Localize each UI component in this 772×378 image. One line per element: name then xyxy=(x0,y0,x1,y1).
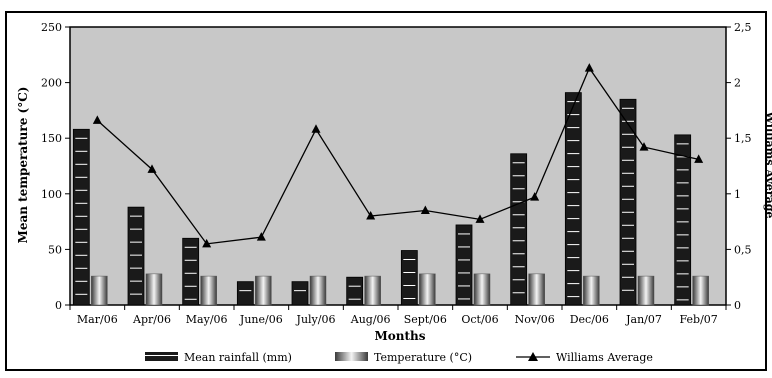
y-tick-label: 0 xyxy=(55,299,62,312)
y-tick-label: 150 xyxy=(41,132,62,145)
x-axis-label: Months xyxy=(374,329,425,343)
x-tick-label: Nov/06 xyxy=(515,313,555,326)
temperature-bar xyxy=(255,275,272,306)
rainfall-bar xyxy=(72,128,90,306)
temperature-bar xyxy=(583,275,600,306)
williams-point xyxy=(202,238,212,248)
x-tick-label: Jan/07 xyxy=(625,313,662,326)
williams-point xyxy=(584,63,594,72)
legend-swatch-triangle xyxy=(528,352,538,361)
legend: Mean rainfall (mm) Temperature (°C) Will… xyxy=(145,351,653,364)
legend-label-temperature: Temperature (°C) xyxy=(374,351,472,364)
legend-swatch-rainfall xyxy=(145,352,178,361)
plot-area xyxy=(69,26,727,306)
rainfall-bar xyxy=(619,98,637,306)
williams-line-group xyxy=(92,63,704,248)
x-tick-label: June/06 xyxy=(239,313,283,326)
williams-point xyxy=(475,214,485,223)
bars-group xyxy=(72,92,709,306)
rainfall-bar xyxy=(674,134,692,306)
temperature-bar xyxy=(200,275,217,306)
temperature-bar xyxy=(692,275,709,306)
temperature-bar xyxy=(473,273,491,306)
temperature-bar xyxy=(309,275,327,306)
y2-axis-label: Williams Average xyxy=(763,111,772,219)
temperature-bar xyxy=(91,275,108,306)
y2-tick-label: 2,5 xyxy=(734,21,752,34)
temperature-bar xyxy=(364,275,381,306)
y2-tick-label: 0,5 xyxy=(734,243,752,256)
y2-tick-label: 2 xyxy=(734,77,741,90)
williams-point xyxy=(639,142,649,151)
williams-line xyxy=(96,66,699,245)
x-tick-label: Aug/06 xyxy=(350,313,391,326)
y-axis-label: Mean temperature (°C) xyxy=(16,87,30,244)
x-tick-label: Apr/06 xyxy=(132,313,171,326)
x-tick-label: May/06 xyxy=(186,313,228,326)
rainfall-bar xyxy=(564,92,582,306)
x-tick-label: Dec/06 xyxy=(570,313,609,326)
y2-tick-label: 0 xyxy=(734,299,741,312)
rainfall-bar xyxy=(236,281,254,306)
williams-point xyxy=(311,124,321,133)
y-tick-label: 250 xyxy=(41,21,62,34)
x-tick-label: July/06 xyxy=(296,313,336,326)
rainfall-bar xyxy=(346,276,364,306)
y-tick-label: 100 xyxy=(41,188,62,201)
x-tick-label: Sept/06 xyxy=(404,313,447,326)
williams-point xyxy=(530,192,540,201)
temperature-bar xyxy=(528,273,545,306)
y2-tick-label: 1,5 xyxy=(734,132,752,145)
rainfall-bar xyxy=(455,224,473,306)
williams-point xyxy=(256,232,266,241)
rainfall-bar xyxy=(510,153,528,306)
x-tick-label: Oct/06 xyxy=(461,313,498,326)
legend-swatch-temperature xyxy=(335,352,368,361)
legend-label-williams: Williams Average xyxy=(556,351,653,364)
williams-point xyxy=(694,154,704,163)
x-tick-label: Mar/06 xyxy=(77,313,118,326)
y-axis-right: 0 0,5 1 1,5 2 2,5 xyxy=(726,21,752,312)
y-tick-label: 50 xyxy=(48,243,62,256)
williams-point xyxy=(92,115,102,124)
rainfall-bar xyxy=(400,250,418,306)
temperature-bar xyxy=(637,275,655,306)
rainfall-bar xyxy=(182,237,200,306)
x-tick-label: Feb/07 xyxy=(680,313,718,326)
chart-frame xyxy=(5,11,767,371)
legend-label-rainfall: Mean rainfall (mm) xyxy=(184,351,292,364)
y-tick-label: 200 xyxy=(41,77,62,90)
y2-tick-label: 1 xyxy=(734,188,741,201)
temperature-bar xyxy=(145,273,163,306)
williams-point xyxy=(147,164,157,173)
williams-point xyxy=(366,211,376,220)
rainfall-bar xyxy=(127,206,145,306)
x-axis: Mar/06 Apr/06 May/06 June/06 July/06 Aug/06 Se… xyxy=(69,305,727,326)
williams-point xyxy=(420,205,430,214)
y-axis-left: 0 50 100 150 200 250 xyxy=(41,21,70,312)
rainfall-bar xyxy=(291,281,309,306)
temperature-bar xyxy=(419,273,436,306)
